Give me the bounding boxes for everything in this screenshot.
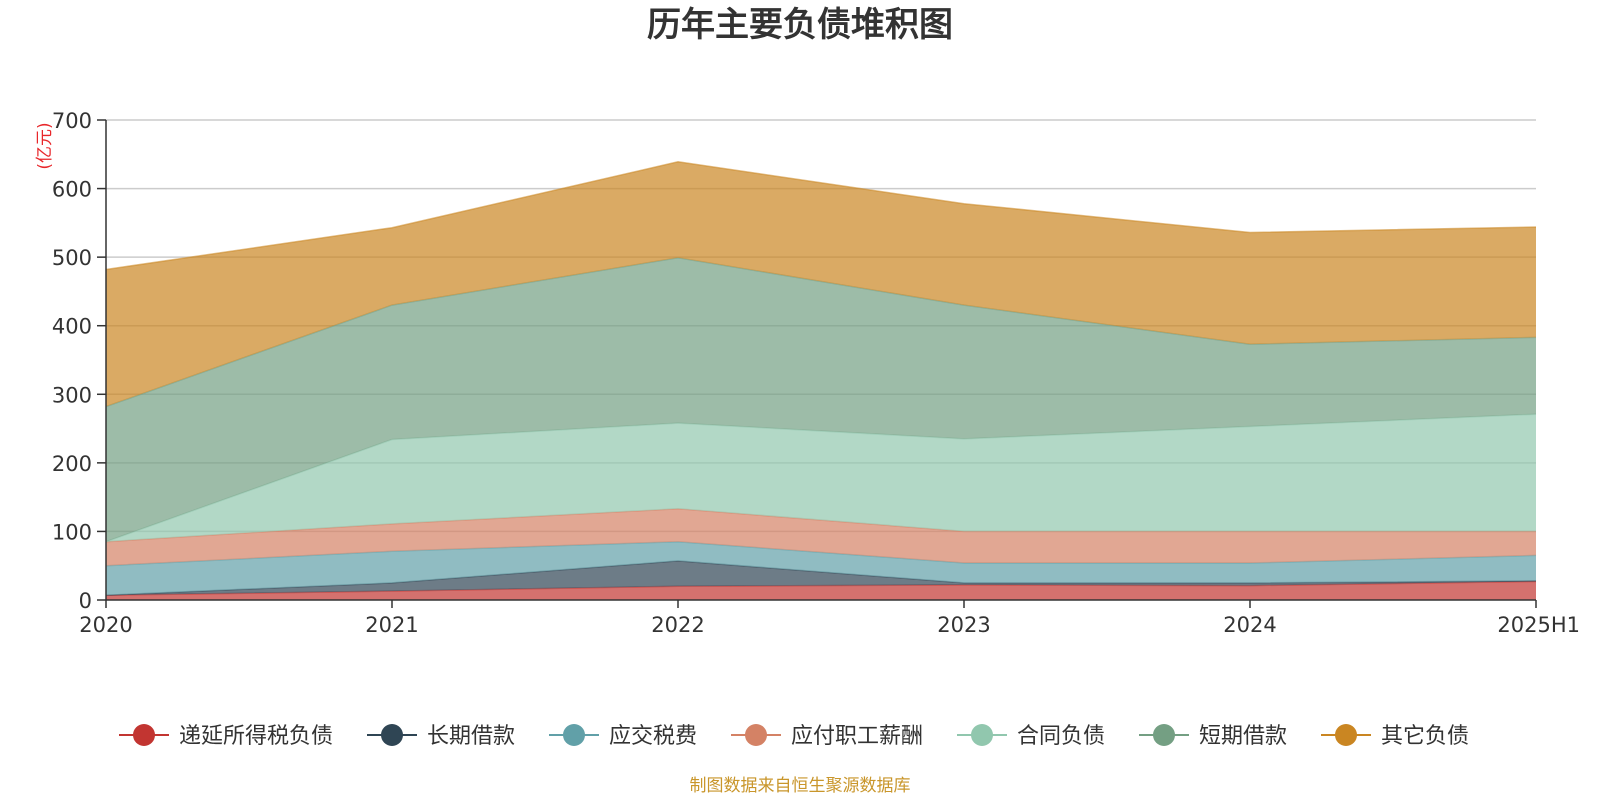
- legend-marker: [1335, 724, 1357, 746]
- legend-marker: [133, 724, 155, 746]
- legend-item-0[interactable]: 递延所得税负债: [119, 724, 333, 749]
- y-tick-label: 0: [79, 589, 92, 613]
- series-areas: [105, 161, 1537, 600]
- chart-title: 历年主要负债堆积图: [647, 5, 953, 45]
- legend-marker: [971, 724, 993, 746]
- legend-marker: [1153, 724, 1175, 746]
- legend-label: 递延所得税负债: [179, 724, 333, 749]
- y-tick-label: 700: [52, 109, 92, 133]
- area-line-series-6: [105, 161, 1537, 271]
- y-tick-label: 300: [52, 383, 92, 407]
- source-note: 制图数据来自恒生聚源数据库: [690, 776, 911, 796]
- y-tick-label: 200: [52, 452, 92, 476]
- legend[interactable]: 递延所得税负债 长期借款 应交税费 应付职工薪酬 合同负债 短期借款 其它负债: [119, 724, 1469, 749]
- legend-item-2[interactable]: 应交税费: [549, 724, 697, 749]
- y-tick-label: 500: [52, 246, 92, 270]
- y-tick-label: 100: [52, 520, 92, 544]
- x-tick-label: 2023: [937, 613, 990, 637]
- legend-item-3[interactable]: 应付职工薪酬: [731, 724, 923, 749]
- area-series-2: [106, 541, 1536, 596]
- area-series-1: [106, 560, 1536, 596]
- area-series-5: [106, 257, 1536, 542]
- legend-marker: [381, 724, 403, 746]
- y-tick-label: 600: [52, 178, 92, 202]
- legend-item-5[interactable]: 短期借款: [1139, 724, 1287, 749]
- legend-label: 其它负债: [1381, 724, 1469, 749]
- x-tick-label: 2024: [1223, 613, 1276, 637]
- legend-item-1[interactable]: 长期借款: [367, 724, 515, 749]
- x-tick-label: 2025H1: [1497, 613, 1580, 637]
- axes: 0 100 200 300 400 500 600 700 2020 2021 2022 2023 20…: [52, 109, 1580, 637]
- legend-label: 合同负债: [1017, 724, 1105, 749]
- y-axis-unit: (亿元): [35, 122, 55, 169]
- legend-marker: [563, 724, 585, 746]
- legend-label: 长期借款: [427, 724, 515, 749]
- area-series-3: [106, 508, 1536, 566]
- y-tick-label: 400: [52, 315, 92, 339]
- x-tick-label: 2022: [651, 613, 704, 637]
- legend-marker: [745, 724, 767, 746]
- legend-label: 短期借款: [1199, 724, 1287, 749]
- legend-item-6[interactable]: 其它负债: [1321, 724, 1469, 749]
- legend-item-4[interactable]: 合同负债: [957, 724, 1105, 749]
- area-series-6: [106, 161, 1536, 407]
- area-series-4: [106, 414, 1536, 542]
- legend-label: 应付职工薪酬: [791, 724, 923, 749]
- legend-label: 应交税费: [609, 724, 697, 749]
- x-tick-label: 2021: [365, 613, 418, 637]
- x-tick-label: 2020: [79, 613, 132, 637]
